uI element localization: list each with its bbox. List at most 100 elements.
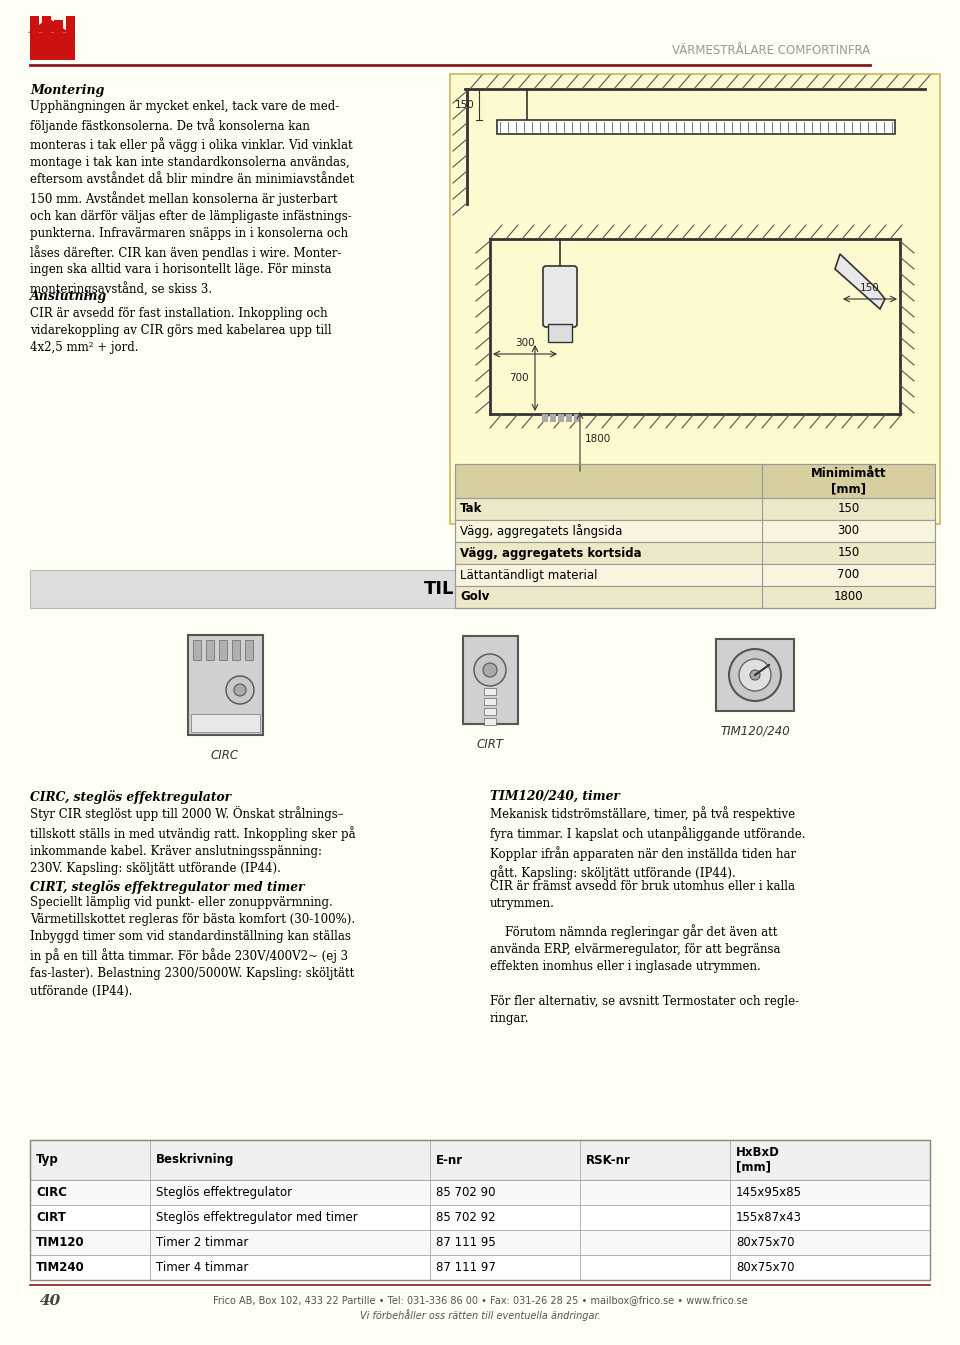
Text: HxBxD
[mm]: HxBxD [mm]	[736, 1146, 780, 1173]
Text: Golv: Golv	[460, 590, 490, 604]
Bar	[30, 1180, 930, 1205]
Circle shape	[750, 670, 760, 681]
Bar	[193, 640, 201, 660]
Text: 155x87x43: 155x87x43	[736, 1210, 802, 1224]
Bar	[30, 1141, 930, 1180]
Text: 150: 150	[837, 503, 860, 515]
Bar	[716, 639, 794, 712]
Text: Frico AB, Box 102, 433 22 Partille • Tel: 031-336 86 00 • Fax: 031-26 28 25 • ma: Frico AB, Box 102, 433 22 Partille • Tel…	[212, 1295, 748, 1305]
Text: Montering: Montering	[30, 83, 105, 97]
Text: 150: 150	[860, 282, 880, 293]
Text: Timer 4 timmar: Timer 4 timmar	[156, 1262, 249, 1274]
Bar	[54, 20, 63, 61]
Circle shape	[483, 663, 497, 677]
Bar	[206, 640, 214, 660]
Text: Vägg, aggregatets kortsida: Vägg, aggregatets kortsida	[460, 546, 641, 560]
Text: Steglös effektregulator med timer: Steglös effektregulator med timer	[156, 1210, 358, 1224]
Bar	[450, 74, 940, 525]
Polygon shape	[28, 17, 69, 32]
Text: Vi förbehåller oss rätten till eventuella ändringar.: Vi förbehåller oss rätten till eventuell…	[360, 1309, 600, 1321]
Text: 145x95x85: 145x95x85	[736, 1186, 802, 1198]
Text: Beskrivning: Beskrivning	[156, 1154, 234, 1166]
Text: CIR är främst avsedd för bruk utomhus eller i kalla
utrymmen.: CIR är främst avsedd för bruk utomhus el…	[490, 880, 795, 911]
Bar	[245, 640, 253, 660]
Text: För fler alternativ, se avsnitt Termostater och regle-
ringar.: För fler alternativ, se avsnitt Termosta…	[490, 995, 799, 1025]
Text: Upphängningen är mycket enkel, tack vare de med-
följande fästkonsolerna. De två: Upphängningen är mycket enkel, tack vare…	[30, 100, 354, 296]
Text: Steglös effektregulator: Steglös effektregulator	[156, 1186, 292, 1198]
Bar	[66, 27, 75, 61]
Bar	[30, 1255, 930, 1280]
Polygon shape	[835, 254, 885, 309]
Bar	[550, 414, 556, 422]
Bar	[484, 718, 496, 725]
Text: 1800: 1800	[834, 590, 863, 604]
Bar	[463, 636, 518, 724]
Bar	[232, 640, 240, 660]
Text: 40: 40	[40, 1294, 61, 1307]
Bar	[455, 586, 935, 608]
Bar	[219, 640, 227, 660]
Bar	[574, 414, 580, 422]
Bar	[558, 414, 564, 422]
Text: Typ: Typ	[36, 1154, 59, 1166]
Text: 150: 150	[837, 546, 860, 560]
Circle shape	[234, 685, 246, 695]
Bar	[30, 32, 67, 61]
Text: TIM120/240: TIM120/240	[720, 725, 790, 738]
Text: 700: 700	[510, 373, 529, 383]
Bar	[566, 414, 572, 422]
Text: CIRC, steglös effektregulator: CIRC, steglös effektregulator	[30, 790, 231, 804]
Text: 150: 150	[455, 100, 475, 109]
Bar	[191, 714, 260, 732]
Bar	[30, 1229, 930, 1255]
Bar	[455, 498, 935, 521]
Bar	[484, 689, 496, 695]
Text: 80x75x70: 80x75x70	[736, 1262, 795, 1274]
Text: 700: 700	[837, 569, 860, 581]
Text: 87 111 95: 87 111 95	[436, 1236, 495, 1250]
Bar	[30, 16, 39, 61]
Text: 85 702 92: 85 702 92	[436, 1210, 495, 1224]
Text: CIR är avsedd för fast installation. Inkoppling och
vidarekoppling av CIR görs m: CIR är avsedd för fast installation. Ink…	[30, 307, 331, 354]
Bar	[455, 564, 935, 586]
Bar	[30, 570, 930, 608]
Text: Mekanisk tidströmställare, timer, på två respektive
fyra timmar. I kapslat och u: Mekanisk tidströmställare, timer, på två…	[490, 806, 805, 881]
Text: VÄRMESTRÅLARE COMFORTINFRA: VÄRMESTRÅLARE COMFORTINFRA	[672, 43, 870, 56]
FancyBboxPatch shape	[543, 266, 577, 327]
Text: Anslutning: Anslutning	[30, 291, 108, 303]
Text: Förutom nämnda regleringar går det även att
använda ERP, elvärmeregulator, för a: Förutom nämnda regleringar går det även …	[490, 924, 780, 974]
Text: CIRT, steglös effektregulator med timer: CIRT, steglös effektregulator med timer	[30, 880, 304, 894]
Bar	[548, 324, 572, 342]
Text: TIM120: TIM120	[36, 1236, 84, 1250]
Bar	[30, 1141, 930, 1280]
Text: TILLBEHÖR: TILLBEHÖR	[424, 580, 536, 599]
Bar	[42, 27, 51, 61]
Text: 1800: 1800	[585, 434, 612, 444]
Text: RSK-nr: RSK-nr	[586, 1154, 631, 1166]
Text: CIRC: CIRC	[211, 749, 239, 763]
Bar	[66, 16, 75, 27]
Text: CIRT: CIRT	[36, 1210, 66, 1224]
Text: 300: 300	[516, 338, 535, 348]
Bar	[455, 542, 935, 564]
Circle shape	[739, 659, 771, 691]
Text: Timer 2 timmar: Timer 2 timmar	[156, 1236, 249, 1250]
Text: Skiss 3: Minimimått vid fast montage.: Skiss 3: Minimimått vid fast montage.	[455, 538, 652, 550]
Circle shape	[226, 677, 254, 703]
Text: 80x75x70: 80x75x70	[736, 1236, 795, 1250]
Bar	[455, 464, 935, 608]
Bar	[30, 1205, 930, 1229]
Text: Lättantändligt material: Lättantändligt material	[460, 569, 597, 581]
Bar	[542, 414, 548, 422]
Text: TIM240: TIM240	[36, 1262, 84, 1274]
Circle shape	[474, 654, 506, 686]
Circle shape	[729, 650, 781, 701]
Text: CIRC: CIRC	[36, 1186, 67, 1198]
Text: TIM120/240, timer: TIM120/240, timer	[490, 790, 620, 803]
Text: 87 111 97: 87 111 97	[436, 1262, 496, 1274]
Text: 300: 300	[837, 525, 859, 538]
Bar	[497, 120, 895, 134]
Text: 85 702 90: 85 702 90	[436, 1186, 495, 1198]
Bar	[42, 16, 51, 27]
Text: Speciellt lämplig vid punkt- eller zonuppvärmning.
Värmetillskottet regleras för: Speciellt lämplig vid punkt- eller zonup…	[30, 896, 355, 998]
